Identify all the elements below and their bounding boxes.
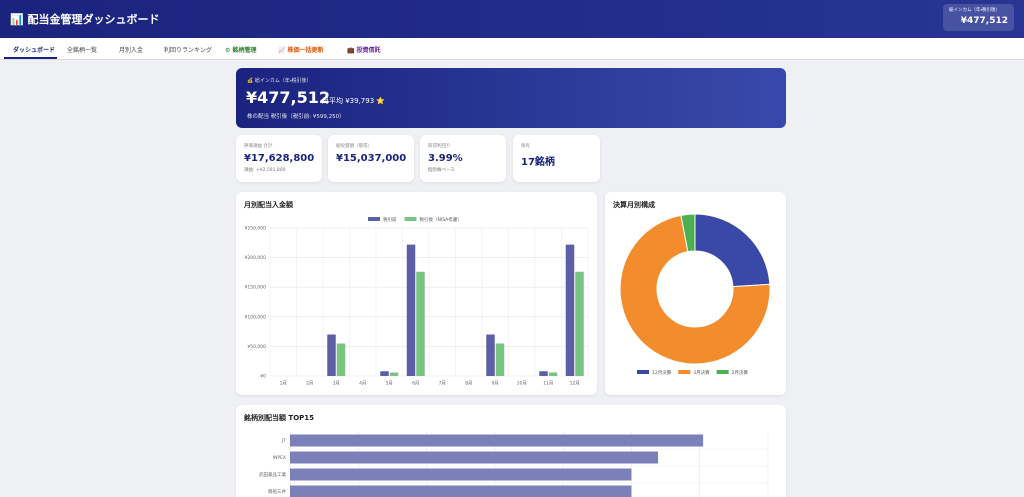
bar (539, 371, 548, 376)
bar (290, 468, 632, 481)
legend-swatch (368, 217, 380, 221)
bar (486, 334, 495, 376)
bar (290, 451, 659, 464)
nav-tab[interactable]: 全銘柄一覧 (67, 47, 98, 54)
x-tick-label: 9月 (492, 381, 499, 387)
y-tick-label: ¥100,000 (245, 314, 267, 320)
active-underline (4, 57, 57, 59)
nav-tab[interactable]: ダッシュボード (13, 47, 56, 54)
bar (548, 372, 558, 376)
nav-tab[interactable]: 利回りランキング (164, 47, 212, 54)
x-tick-label: 7月 (439, 381, 446, 387)
badge-label: 総インカム（年・税引後） (949, 8, 1001, 13)
x-tick-label: 5月 (386, 381, 393, 387)
doughnut-segment (680, 213, 696, 253)
badge-value: ¥477,512 (960, 16, 1008, 26)
x-tick-label: 12月 (570, 381, 580, 387)
x-tick-label: 2月 (306, 381, 313, 387)
stat-label: 取得利回り (428, 144, 451, 149)
hero-value: ¥477,512 (246, 88, 331, 107)
x-tick-label: 6月 (412, 381, 419, 387)
bar (327, 334, 336, 376)
legend-label: 12月決算 (652, 369, 672, 376)
bar (575, 271, 584, 376)
x-tick-label: 11月 (543, 381, 553, 387)
y-tick-label: 武田薬品工業 (259, 471, 286, 478)
stat-card: 評価損益 合計 ¥17,628,800 損益: +¥2,591,800 (236, 135, 322, 182)
chart-title: 決算月別構成 (613, 200, 655, 209)
nav-tab[interactable]: 💼 投資信託 (347, 47, 381, 54)
chart-card: 月別配当入金額税引前 税引後（NISA考慮） ¥0 ¥50,000 ¥100,000 ¥1… (236, 192, 597, 395)
legend-swatch (716, 370, 729, 374)
hero-average: 月平均 ¥39,793 ⭐ (322, 97, 386, 105)
y-tick-label: 商船三井 (268, 488, 286, 495)
bar (290, 485, 632, 497)
stat-sub: 損益: +¥2,591,800 (244, 168, 286, 173)
x-tick-label: 8月 (465, 381, 472, 387)
nav-tab[interactable]: ⚙ 銘柄管理 (225, 47, 257, 54)
chart: 決算月別構成 12月決算 3月決算 2月決算 (613, 200, 771, 376)
bar (565, 244, 575, 376)
chart-title: 銘柄別配当額 TOP15 (243, 413, 314, 422)
nav-tab[interactable]: 月別入金 (119, 47, 144, 54)
chart-card: 決算月別構成 12月決算 3月決算 2月決算 (605, 192, 786, 395)
legend-label: 税引前 (383, 216, 397, 223)
bar (416, 271, 425, 376)
x-tick-label: 1月 (280, 381, 287, 387)
bar (389, 372, 399, 376)
y-tick-label: ¥0 (260, 374, 266, 380)
x-tick-label: 3月 (333, 381, 340, 387)
legend-label: 2月決算 (732, 369, 749, 376)
doughnut-segment (694, 213, 771, 288)
stat-value: 3.99% (428, 153, 463, 164)
bar (380, 371, 389, 376)
x-tick-label: 4月 (359, 381, 366, 387)
stat-value: ¥15,037,000 (336, 153, 407, 164)
y-tick-label: ¥250,000 (245, 226, 267, 232)
chart-title: 月別配当入金額 (243, 200, 294, 209)
nav-tab[interactable]: 📈 株価一括更新 (278, 47, 324, 54)
y-tick-label: JT (281, 438, 286, 444)
bar (336, 343, 346, 376)
stat-value: ¥17,628,800 (244, 153, 315, 164)
bar (290, 434, 704, 447)
nav-bar: ダッシュボード 全銘柄一覧 月別入金 利回りランキング ⚙ 銘柄管理 📈 株価一… (0, 38, 1024, 60)
y-tick-label: ¥150,000 (245, 285, 267, 291)
stat-card: 取得利回り 3.99% 個別株ベース (420, 135, 506, 182)
app-title: 📊 配当金管理ダッシュボード (10, 13, 160, 26)
doughnut-segment (619, 214, 771, 365)
x-tick-label: 10月 (517, 381, 527, 387)
bar (406, 244, 416, 376)
stat-label: 保有 (521, 144, 530, 149)
y-tick-label: ¥200,000 (245, 255, 267, 261)
legend-label: 税引後（NISA考慮） (420, 216, 462, 223)
hero-note: 株の配当 税引後（税引前: ¥599,250） (247, 114, 345, 120)
y-tick-label: ¥50,000 (247, 344, 266, 350)
bar (495, 343, 505, 376)
hero-label: 💰 総インカム（年・税引後） (247, 78, 312, 84)
stat-value: 17銘柄 (521, 157, 555, 168)
header: 📊 配当金管理ダッシュボード 総インカム（年・税引後） ¥477,512 (0, 0, 1024, 38)
stat-card: 総投資額（取得） ¥15,037,000 (328, 135, 414, 182)
legend-swatch (678, 370, 691, 374)
y-tick-label: INPEX (273, 455, 286, 461)
income-badge: 総インカム（年・税引後） ¥477,512 (943, 4, 1014, 31)
stat-label: 評価損益 合計 (244, 144, 273, 149)
hero-card: 💰 総インカム（年・税引後） ¥477,512 月平均 ¥39,793 ⭐ 株の… (236, 68, 786, 128)
legend-swatch (404, 217, 417, 221)
chart-card: 銘柄別配当額 TOP15 JT INPEX 武田薬品工業商船三井 (236, 405, 786, 497)
legend-label: 3月決算 (693, 369, 710, 376)
stat-label: 総投資額（取得） (336, 144, 372, 149)
stat-sub: 個別株ベース (428, 168, 455, 173)
legend-swatch (637, 370, 649, 374)
stat-card: 保有 17銘柄 (513, 135, 600, 182)
